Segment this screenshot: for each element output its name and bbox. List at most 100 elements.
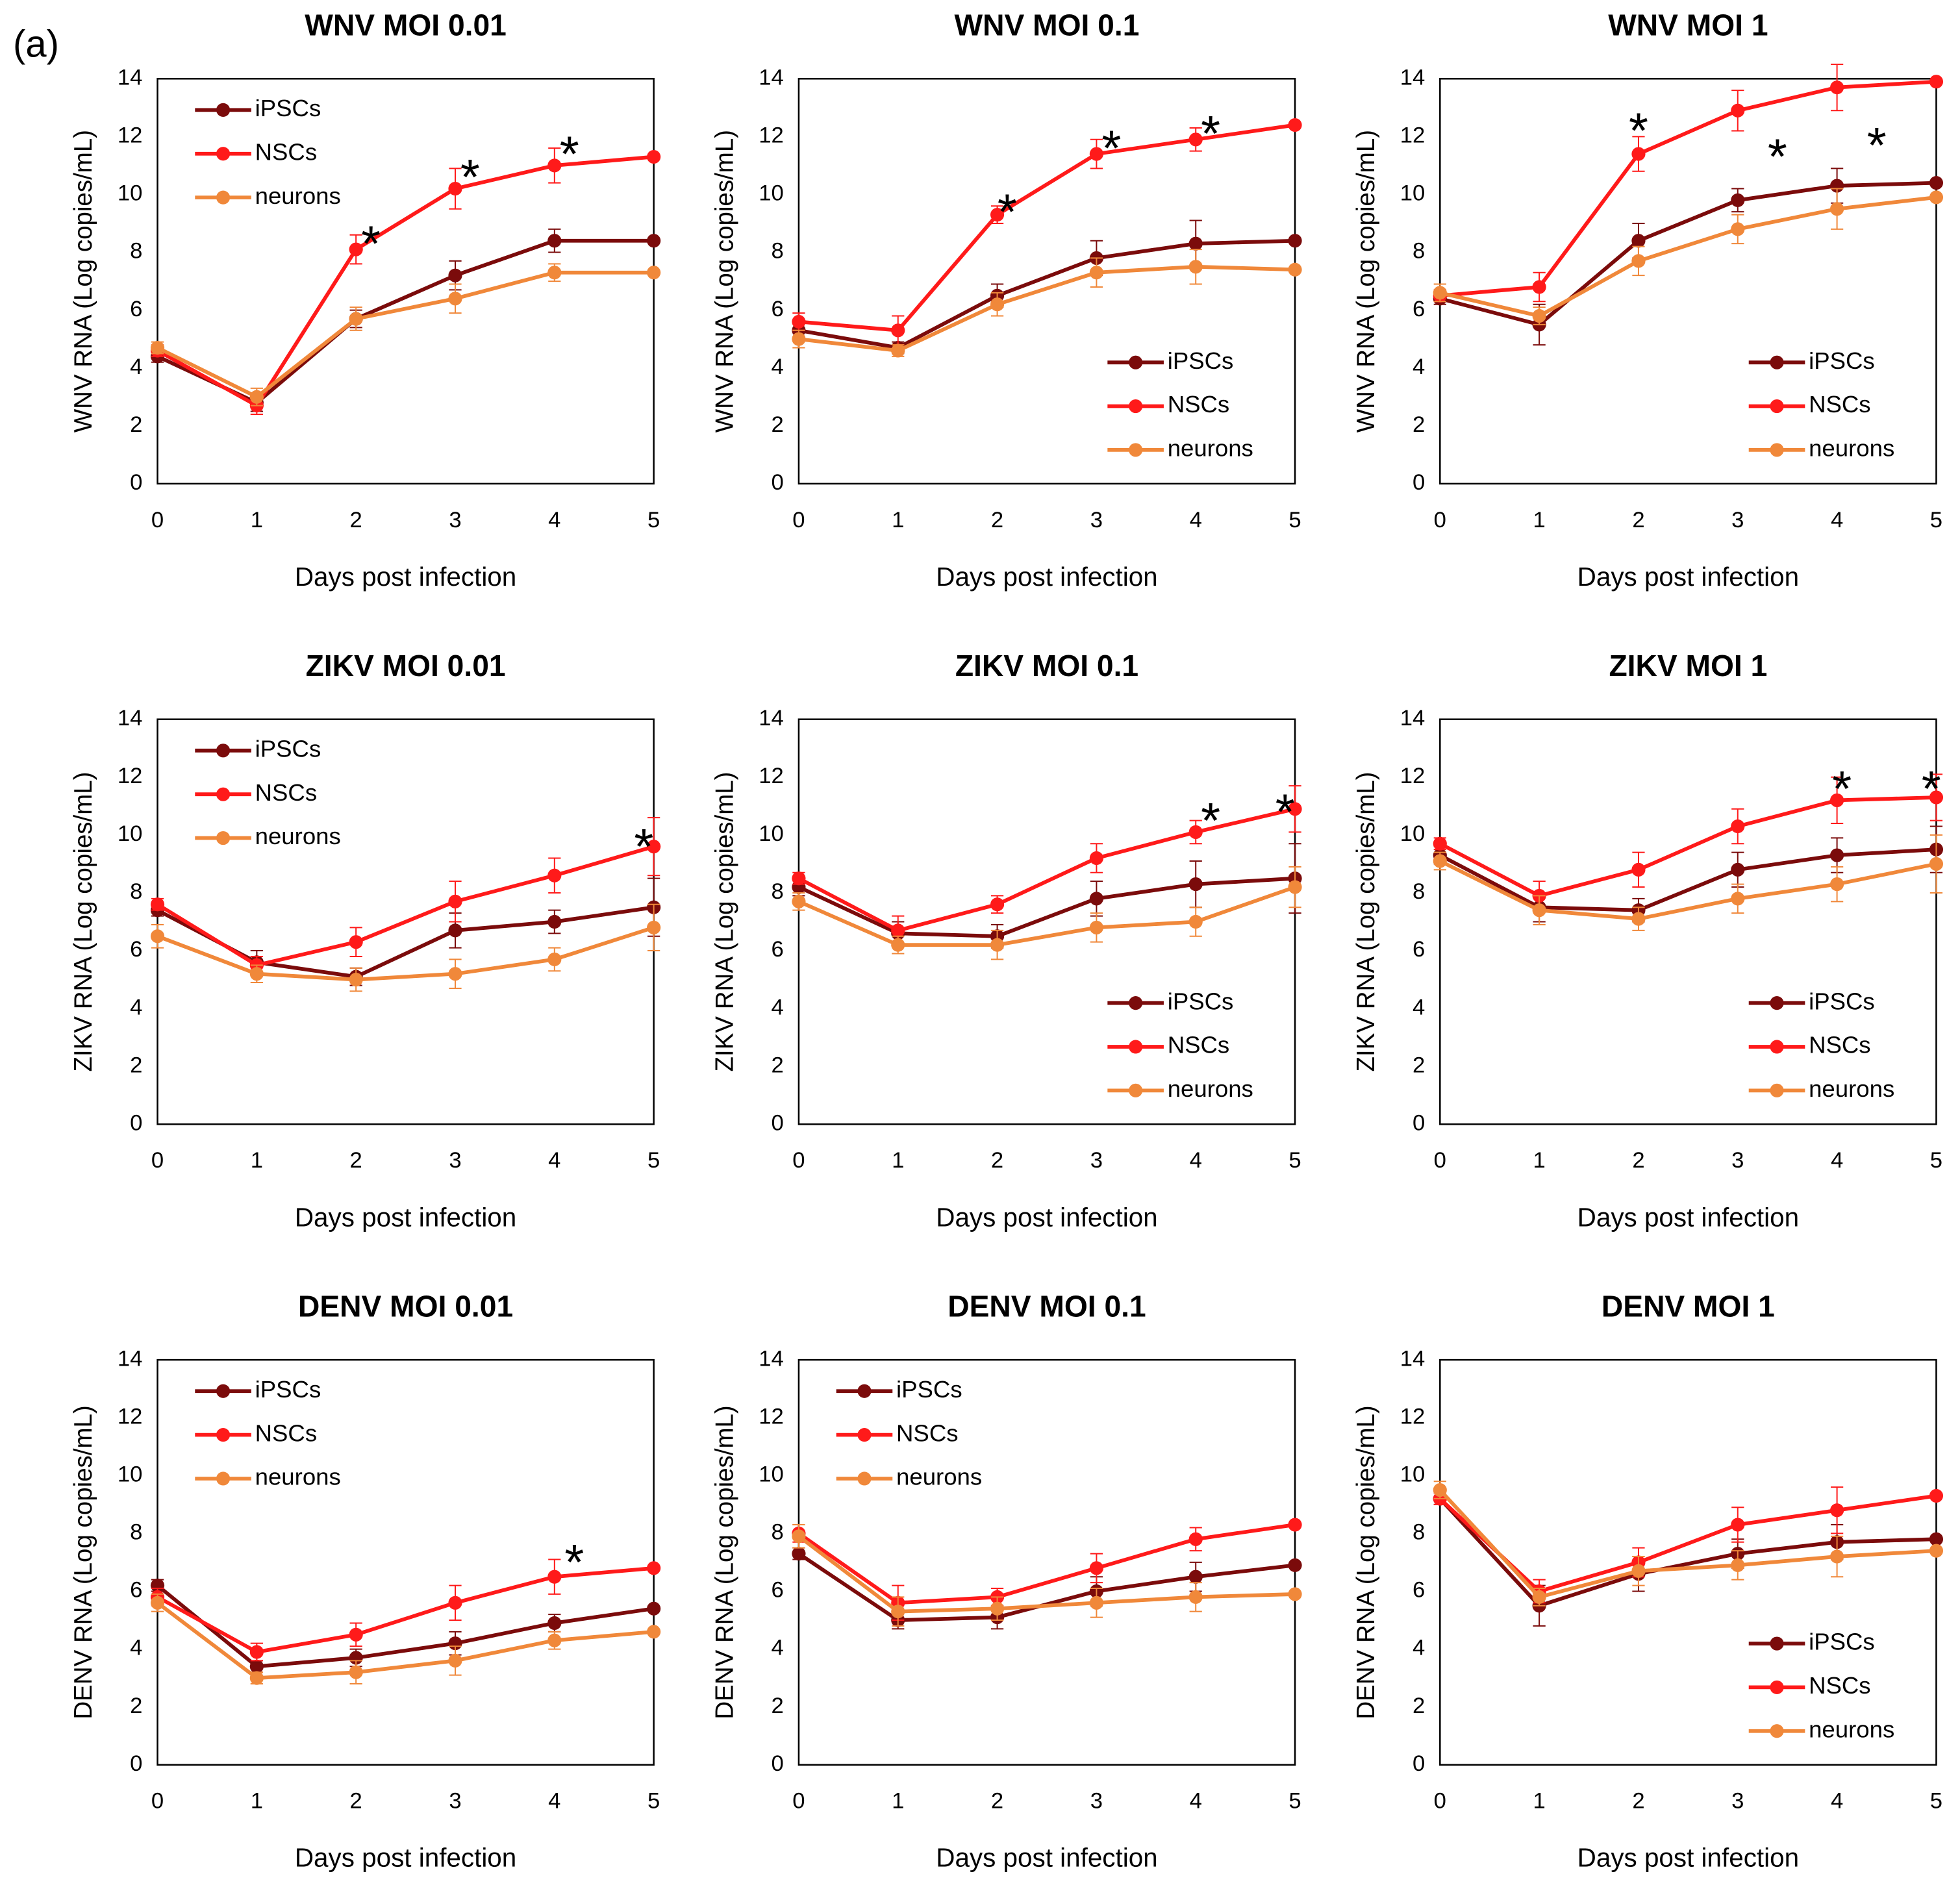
x-tick-label: 0 bbox=[151, 1148, 164, 1173]
chart-title: WNV MOI 0.1 bbox=[955, 8, 1140, 42]
y-tick-label: 10 bbox=[118, 821, 143, 846]
data-point bbox=[891, 938, 905, 952]
data-point bbox=[990, 938, 1005, 952]
plot-frame bbox=[157, 78, 655, 485]
data-point bbox=[1830, 81, 1844, 95]
x-axis-label: Days post infection bbox=[1577, 1202, 1799, 1232]
legend-marker bbox=[1129, 1083, 1143, 1097]
x-tick-label: 0 bbox=[151, 1789, 164, 1814]
y-tick-label: 8 bbox=[1413, 1520, 1425, 1545]
legend-label: iPSCs bbox=[1168, 347, 1234, 374]
plot-frame bbox=[1439, 78, 1937, 485]
y-tick-label: 8 bbox=[772, 1520, 784, 1545]
data-point bbox=[1532, 1590, 1546, 1604]
legend-marker bbox=[857, 1384, 872, 1398]
data-point bbox=[1188, 914, 1203, 929]
y-tick-label: 0 bbox=[130, 1110, 142, 1135]
y-tick-label: 4 bbox=[1413, 1636, 1425, 1660]
data-point bbox=[448, 292, 462, 306]
data-point bbox=[792, 332, 806, 346]
x-tick-label: 2 bbox=[1632, 1789, 1644, 1814]
x-tick-label: 4 bbox=[1190, 508, 1202, 532]
data-point bbox=[547, 1570, 562, 1584]
x-tick-label: 2 bbox=[991, 1789, 1003, 1814]
data-point bbox=[891, 923, 905, 938]
series-line bbox=[157, 155, 654, 408]
data-point bbox=[1089, 892, 1103, 906]
x-axis-label: Days post infection bbox=[936, 1202, 1157, 1232]
chart-title: DENV MOI 0.1 bbox=[948, 1289, 1146, 1323]
legend-marker bbox=[216, 1428, 231, 1442]
legend-label: NSCs bbox=[255, 1420, 317, 1446]
legend-marker bbox=[1129, 399, 1143, 414]
legend-marker bbox=[1770, 1636, 1784, 1651]
significance-mark: * bbox=[1832, 761, 1852, 817]
y-tick-label: 4 bbox=[130, 1636, 142, 1660]
data-point bbox=[1929, 75, 1944, 89]
data-point bbox=[891, 344, 905, 358]
y-tick-label: 0 bbox=[1413, 470, 1425, 495]
data-point bbox=[1929, 790, 1944, 805]
y-tick-label: 6 bbox=[1413, 1578, 1425, 1603]
y-axis-label: DENV RNA (Log copies/mL) bbox=[1352, 1405, 1380, 1719]
legend-label: NSCs bbox=[255, 138, 317, 165]
data-point bbox=[1288, 234, 1302, 248]
legend-marker bbox=[216, 147, 231, 161]
legend-label: iPSCs bbox=[255, 95, 321, 121]
legend-label: neurons bbox=[1809, 1716, 1894, 1742]
x-axis-label: Days post infection bbox=[1577, 1843, 1799, 1873]
series-line bbox=[1439, 1494, 1937, 1594]
y-tick-label: 14 bbox=[1400, 65, 1426, 90]
data-point bbox=[647, 840, 661, 854]
chart-title: ZIKV MOI 0.1 bbox=[955, 649, 1138, 682]
series-line bbox=[157, 1566, 654, 1654]
x-tick-label: 5 bbox=[1930, 1148, 1942, 1173]
significance-mark: * bbox=[361, 216, 381, 271]
y-axis-label: DENV RNA (Log copies/mL) bbox=[710, 1405, 738, 1719]
data-point bbox=[349, 312, 363, 326]
data-point bbox=[1288, 1558, 1302, 1572]
legend-label: NSCs bbox=[255, 779, 317, 806]
data-point bbox=[1631, 234, 1646, 248]
data-point bbox=[150, 929, 165, 944]
y-tick-label: 10 bbox=[118, 1462, 143, 1486]
data-point bbox=[1929, 176, 1944, 190]
y-tick-label: 12 bbox=[118, 764, 143, 788]
data-point bbox=[1089, 851, 1103, 866]
significance-mark: * bbox=[460, 149, 480, 205]
y-tick-label: 12 bbox=[759, 1404, 784, 1429]
data-point bbox=[1288, 880, 1302, 894]
legend-marker bbox=[216, 744, 231, 758]
y-tick-label: 8 bbox=[772, 879, 784, 904]
legend-marker bbox=[1770, 443, 1784, 457]
data-point bbox=[547, 1633, 562, 1647]
data-point bbox=[249, 390, 264, 404]
x-axis-label: Days post infection bbox=[936, 562, 1157, 592]
chart-title: DENV MOI 0.01 bbox=[298, 1289, 513, 1323]
data-point bbox=[249, 1671, 264, 1685]
data-point bbox=[1433, 1482, 1447, 1497]
legend-marker bbox=[216, 831, 231, 845]
data-point bbox=[647, 1625, 661, 1639]
legend-marker bbox=[1770, 1083, 1784, 1097]
y-tick-label: 10 bbox=[1400, 1462, 1426, 1486]
y-tick-label: 12 bbox=[1400, 123, 1426, 148]
series-line bbox=[798, 264, 1296, 353]
x-tick-label: 1 bbox=[1533, 1789, 1545, 1814]
legend-label: iPSCs bbox=[255, 1376, 321, 1403]
significance-mark: * bbox=[1275, 784, 1295, 840]
x-tick-label: 4 bbox=[1190, 1148, 1202, 1173]
legend-marker bbox=[857, 1428, 872, 1442]
data-point bbox=[647, 149, 661, 164]
y-tick-label: 2 bbox=[130, 412, 142, 437]
y-tick-label: 14 bbox=[118, 1346, 143, 1371]
x-tick-label: 2 bbox=[1632, 1148, 1644, 1173]
y-tick-label: 6 bbox=[130, 1578, 142, 1603]
y-tick-label: 4 bbox=[772, 1636, 784, 1660]
y-tick-label: 10 bbox=[759, 181, 784, 206]
legend-label: neurons bbox=[255, 1464, 341, 1490]
data-point bbox=[647, 1601, 661, 1616]
y-tick-label: 14 bbox=[118, 706, 143, 731]
x-tick-label: 5 bbox=[1930, 508, 1942, 532]
